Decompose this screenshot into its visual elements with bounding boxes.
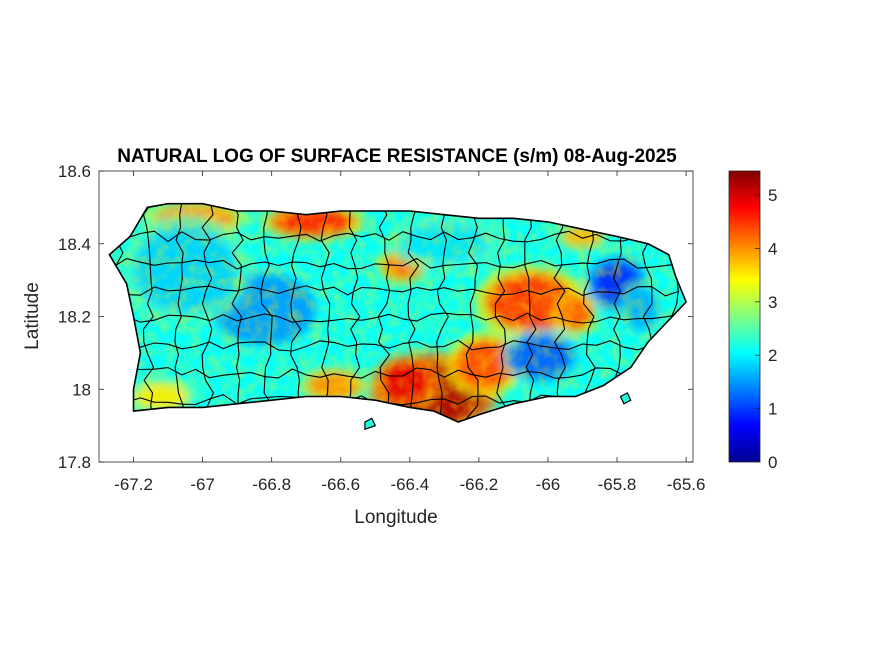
x-axis-label: Longitude xyxy=(354,507,437,528)
municipal-boundary xyxy=(553,203,566,422)
x-tick-label: -66.8 xyxy=(252,475,291,494)
islets xyxy=(364,392,632,431)
municipal-boundary xyxy=(109,367,680,379)
x-tick-label: -65.8 xyxy=(598,475,637,494)
municipal-boundary xyxy=(109,230,680,243)
plot-area xyxy=(98,170,694,463)
municipal-boundary xyxy=(407,203,420,422)
municipal-boundary xyxy=(142,203,155,422)
islet-1 xyxy=(619,392,632,405)
colorbar-tick-label: 1 xyxy=(768,400,777,419)
y-axis-label: Latitude xyxy=(22,282,43,350)
coastline xyxy=(108,202,688,423)
chart-title: NATURAL LOG OF SURFACE RESISTANCE (s/m) … xyxy=(117,146,677,167)
colorbar: 0 1 2 3 4 5 xyxy=(728,170,777,472)
x-tick-label: -65.6 xyxy=(667,475,706,494)
colorbar-scale xyxy=(728,170,761,463)
municipal-boundary xyxy=(201,203,215,422)
municipal-boundaries xyxy=(109,203,684,422)
colorbar-tick-label: 5 xyxy=(768,186,777,205)
islet-0 xyxy=(364,417,377,431)
municipal-boundary xyxy=(231,203,244,422)
municipal-boundary xyxy=(524,203,537,422)
municipal-boundary xyxy=(109,339,680,352)
y-tick-label: 18.6 xyxy=(58,162,91,181)
colorbar-tick-label: 4 xyxy=(768,239,777,258)
municipal-boundary xyxy=(377,203,391,422)
municipal-boundary xyxy=(494,203,508,422)
y-tick-label: 17.8 xyxy=(58,453,91,472)
colorbar-tick-label: 0 xyxy=(768,453,777,472)
x-tick-label: -66.2 xyxy=(460,475,499,494)
municipal-boundary xyxy=(319,203,331,422)
colorbar-ticks: 0 1 2 3 4 5 xyxy=(755,186,777,472)
municipal-boundary xyxy=(348,203,361,422)
y-axis: 17.8 18 18.2 18.4 18.6 xyxy=(58,162,693,472)
x-tick-label: -66.4 xyxy=(390,475,429,494)
municipal-boundary xyxy=(436,203,449,422)
x-tick-label: -66.6 xyxy=(321,475,360,494)
x-tick-label: -67.2 xyxy=(114,475,153,494)
y-tick-label: 18.4 xyxy=(58,235,91,254)
y-tick-label: 18 xyxy=(72,380,91,399)
municipal-boundary xyxy=(109,285,680,297)
colorbar-tick-label: 3 xyxy=(768,293,777,312)
x-axis: -67.2 -67 -66.8 -66.6 -66.4 -66.2 -66 -65.8 -65.… xyxy=(114,171,705,494)
municipal-boundary xyxy=(173,203,184,422)
municipal-boundary xyxy=(289,203,302,422)
municipal-boundary xyxy=(260,203,273,422)
municipal-boundary xyxy=(109,312,680,324)
municipal-boundary xyxy=(465,203,479,422)
y-tick-label: 18.2 xyxy=(58,308,91,327)
municipal-boundary xyxy=(109,257,680,270)
x-tick-label: -67 xyxy=(190,475,215,494)
x-tick-label: -66 xyxy=(536,475,561,494)
colorbar-tick-label: 2 xyxy=(768,346,777,365)
